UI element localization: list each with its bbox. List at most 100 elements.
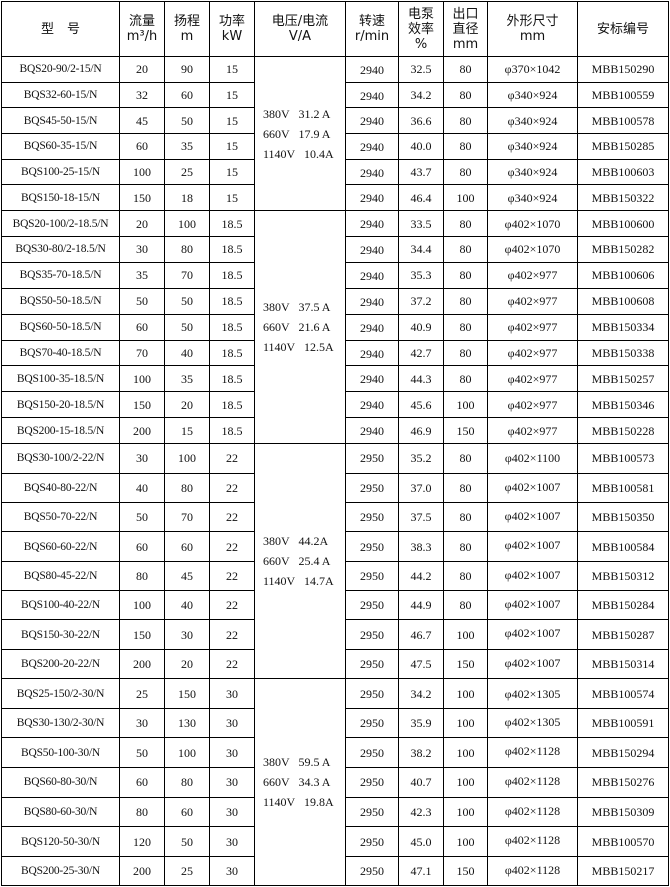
- cell-efficiency: 37.2: [398, 287, 444, 315]
- header-line: 效率: [407, 21, 434, 37]
- cell-power: 18.5: [209, 313, 255, 341]
- cell-model: BQS60-35-15/N: [1, 133, 120, 160]
- header-line: 扬程: [173, 14, 200, 29]
- header-line: 电压/电流: [271, 14, 329, 29]
- cell-efficiency: 45.0: [398, 826, 444, 857]
- cell-model: BQS150-20-18.5/N: [1, 391, 120, 419]
- cell-speed: 2940: [345, 287, 399, 315]
- table-row: BQS20-100/2-18.5/N 20 100 18.5 380V 37.5 A 66…: [1, 210, 669, 445]
- cell-flow: 25: [119, 678, 165, 709]
- cell-dimensions: φ402×1128: [487, 855, 578, 887]
- cell-head: 80: [164, 472, 210, 503]
- header-speed: 转速 r/min: [345, 1, 399, 57]
- table-row: BQS100-25-15/N 100 25 15 2940 43.7 80 φ340×924 M…: [1, 158, 669, 186]
- cell-speed: 2950: [345, 619, 399, 650]
- cell-power: 18.5: [209, 287, 255, 315]
- voltage-current-line: 1140V 19.8A: [263, 795, 334, 810]
- header-power: 功率 kW: [209, 1, 255, 57]
- cell-efficiency: 34.2: [398, 81, 444, 109]
- cell-head: 15: [164, 417, 210, 445]
- cell-outlet-diameter: 100: [443, 619, 488, 650]
- header-flow: 流量 m³/h: [119, 1, 165, 57]
- table-row: BQS30-80/2-18.5/N 30 80 18.5 2940 34.4 80 φ402×…: [1, 236, 669, 263]
- cell-cert-number: MBB150228: [577, 417, 669, 445]
- cell-power: 15: [209, 81, 255, 109]
- cell-model: BQS200-15-18.5/N: [1, 417, 120, 445]
- cell-head: 45: [164, 560, 210, 592]
- cell-power: 22: [209, 472, 255, 503]
- cell-dimensions: φ340×924: [487, 158, 578, 186]
- cell-cert-number: MBB100581: [577, 472, 669, 503]
- cell-efficiency: 47.1: [398, 855, 444, 887]
- cell-flow: 100: [119, 158, 165, 186]
- voltage-current-line: 1140V 12.5A: [263, 340, 334, 355]
- cell-model: BQS50-50-18.5/N: [1, 287, 120, 315]
- cell-model: BQS32-60-15/N: [1, 81, 120, 109]
- cell-efficiency: 42.7: [398, 339, 444, 367]
- cell-efficiency: 43.7: [398, 158, 444, 186]
- table-row: BQS60-35-15/N 60 35 15 2940 40.0 80 φ340×924 MBB…: [1, 133, 669, 160]
- cell-cert-number: MBB150338: [577, 339, 669, 367]
- cell-cert-number: MBB150294: [577, 737, 669, 769]
- cell-efficiency: 40.7: [398, 767, 444, 798]
- cell-flow: 60: [119, 313, 165, 341]
- header-outlet-diameter: 出口 直径 mm: [443, 1, 488, 57]
- cell-efficiency: 46.4: [398, 184, 444, 212]
- cell-power: 18.5: [209, 236, 255, 263]
- cell-head: 30: [164, 619, 210, 650]
- cell-cert-number: MBB150285: [577, 133, 669, 160]
- cell-efficiency: 47.5: [398, 648, 444, 680]
- cell-head: 40: [164, 590, 210, 621]
- cell-model: BQS200-20-22/N: [1, 648, 120, 680]
- cell-dimensions: φ402×1007: [487, 531, 578, 562]
- header-line: V/A: [288, 29, 312, 44]
- cell-head: 40: [164, 339, 210, 367]
- cell-dimensions: φ402×1305: [487, 678, 578, 709]
- cell-speed: 2940: [345, 365, 399, 393]
- cell-outlet-diameter: 150: [443, 855, 488, 887]
- cell-efficiency: 44.3: [398, 365, 444, 393]
- cell-flow: 60: [119, 767, 165, 798]
- header-line: m³/h: [126, 29, 158, 44]
- cell-model: BQS60-80-30/N: [1, 767, 120, 798]
- table-row: BQS40-80-22/N 40 80 22 2950 37.0 80 φ402×1007 MB…: [1, 472, 669, 503]
- cell-cert-number: MBB150257: [577, 365, 669, 393]
- cell-outlet-diameter: 80: [443, 287, 488, 315]
- cell-cert-number: MBB150282: [577, 236, 669, 263]
- cell-outlet-diameter: 80: [443, 56, 488, 83]
- cell-cert-number: MBB100574: [577, 678, 669, 709]
- cell-power: 15: [209, 133, 255, 160]
- table-row: BQS20-90/2-15/N 20 90 15 380V 31.2 A 660V 17.…: [1, 55, 669, 212]
- cell-model: BQS150-18-15/N: [1, 184, 120, 212]
- cell-efficiency: 36.6: [398, 107, 444, 135]
- cell-cert-number: MBB150276: [577, 767, 669, 798]
- cell-speed: 2940: [345, 133, 399, 160]
- cell-outlet-diameter: 100: [443, 184, 488, 212]
- table-row: BQS200-15-18.5/N 200 15 18.5 2940 46.9 150 φ402…: [1, 417, 669, 445]
- cell-head: 20: [164, 391, 210, 419]
- cell-cert-number: MBB150322: [577, 184, 669, 212]
- cell-dimensions: φ402×1007: [487, 472, 578, 503]
- cell-power: 15: [209, 56, 255, 83]
- table-row: BQS30-130/2-30/N 30 130 30 2950 35.9 100 φ402×1…: [1, 707, 669, 739]
- cell-model: BQS100-25-15/N: [1, 158, 120, 186]
- cell-model: BQS60-50-18.5/N: [1, 313, 120, 341]
- cell-cert-number: MBB100578: [577, 107, 669, 135]
- header-line: 功率: [218, 14, 245, 29]
- cell-speed: 2950: [345, 707, 399, 739]
- cell-speed: 2940: [345, 236, 399, 263]
- table-row: BQS25-150/2-30/N 25 150 30 380V 59.5 A 660V 3…: [1, 678, 669, 887]
- cell-cert-number: MBB100584: [577, 531, 669, 562]
- cell-efficiency: 34.2: [398, 678, 444, 709]
- cell-dimensions: φ402×1128: [487, 826, 578, 857]
- header-line: 型 号: [40, 21, 80, 37]
- cell-head: 130: [164, 707, 210, 739]
- cell-speed: 2950: [345, 767, 399, 798]
- cell-flow: 200: [119, 855, 165, 887]
- table-row: BQS50-100-30/N 50 100 30 2950 38.2 100 φ402×112…: [1, 737, 669, 769]
- cell-flow: 45: [119, 107, 165, 135]
- voltage-current-cell: 380V 31.2 A 660V 17.9 A 1140V 10.4A: [254, 55, 346, 212]
- cell-speed: 2940: [345, 81, 399, 109]
- cell-dimensions: φ402×1128: [487, 737, 578, 769]
